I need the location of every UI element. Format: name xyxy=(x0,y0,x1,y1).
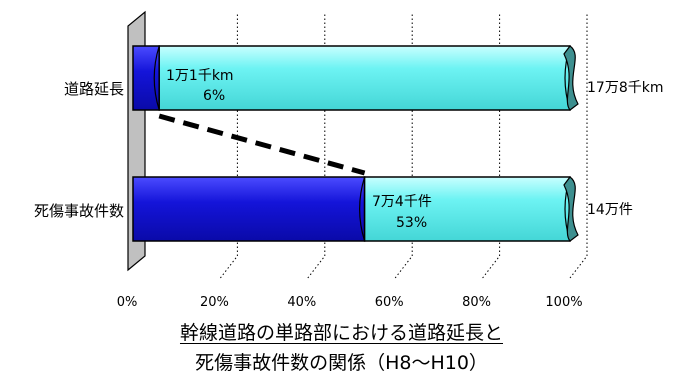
x-tick-80: 80% xyxy=(462,295,491,310)
chart-title-line-1: 幹線道路の単路部における道路延長と xyxy=(179,322,503,344)
data-label-accidents-pct: 53% xyxy=(396,215,427,231)
bar-end-cap xyxy=(563,45,579,111)
floor-diagonal-40 xyxy=(307,255,326,279)
category-label-road-length: 道路延長 xyxy=(64,80,124,98)
data-label-accidents-value: 7万4千件 xyxy=(372,194,432,210)
total-label-road-length: 17万8千km xyxy=(587,80,663,96)
category-label-accidents: 死傷事故件数 xyxy=(34,202,124,220)
floor-diagonal-20 xyxy=(220,255,238,279)
x-tick-40: 40% xyxy=(287,295,316,310)
x-tick-100: 100% xyxy=(545,295,582,310)
bars xyxy=(132,45,579,242)
chart-title-line-2: 死傷事故件数の関係（H8～H10） xyxy=(195,352,488,374)
x-tick-60: 60% xyxy=(375,295,404,310)
bar-segment xyxy=(363,176,571,242)
bar-segment xyxy=(132,176,366,242)
x-tick-20: 20% xyxy=(200,295,229,310)
data-label-road-length-value: 1万1千km xyxy=(166,68,234,84)
total-label-accidents: 14万件 xyxy=(587,202,633,218)
bar-segment xyxy=(158,45,571,111)
connector-line xyxy=(158,113,366,176)
bar-end-cap xyxy=(563,176,579,242)
floor-diagonal-60 xyxy=(394,255,413,279)
floor-diagonal-80 xyxy=(482,255,500,279)
bar-segment-edge xyxy=(153,45,160,111)
data-label-road-length-pct: 6% xyxy=(203,88,225,104)
connector-dashed-line xyxy=(158,113,366,176)
bar-segment-edge xyxy=(359,176,366,242)
floor-diagonal-100 xyxy=(569,255,588,279)
labels: 道路延長 死傷事故件数 1万1千km 6% 7万4千件 53% 17万8千km … xyxy=(34,68,663,310)
bar-segment xyxy=(132,45,160,111)
x-tick-0: 0% xyxy=(117,295,138,310)
